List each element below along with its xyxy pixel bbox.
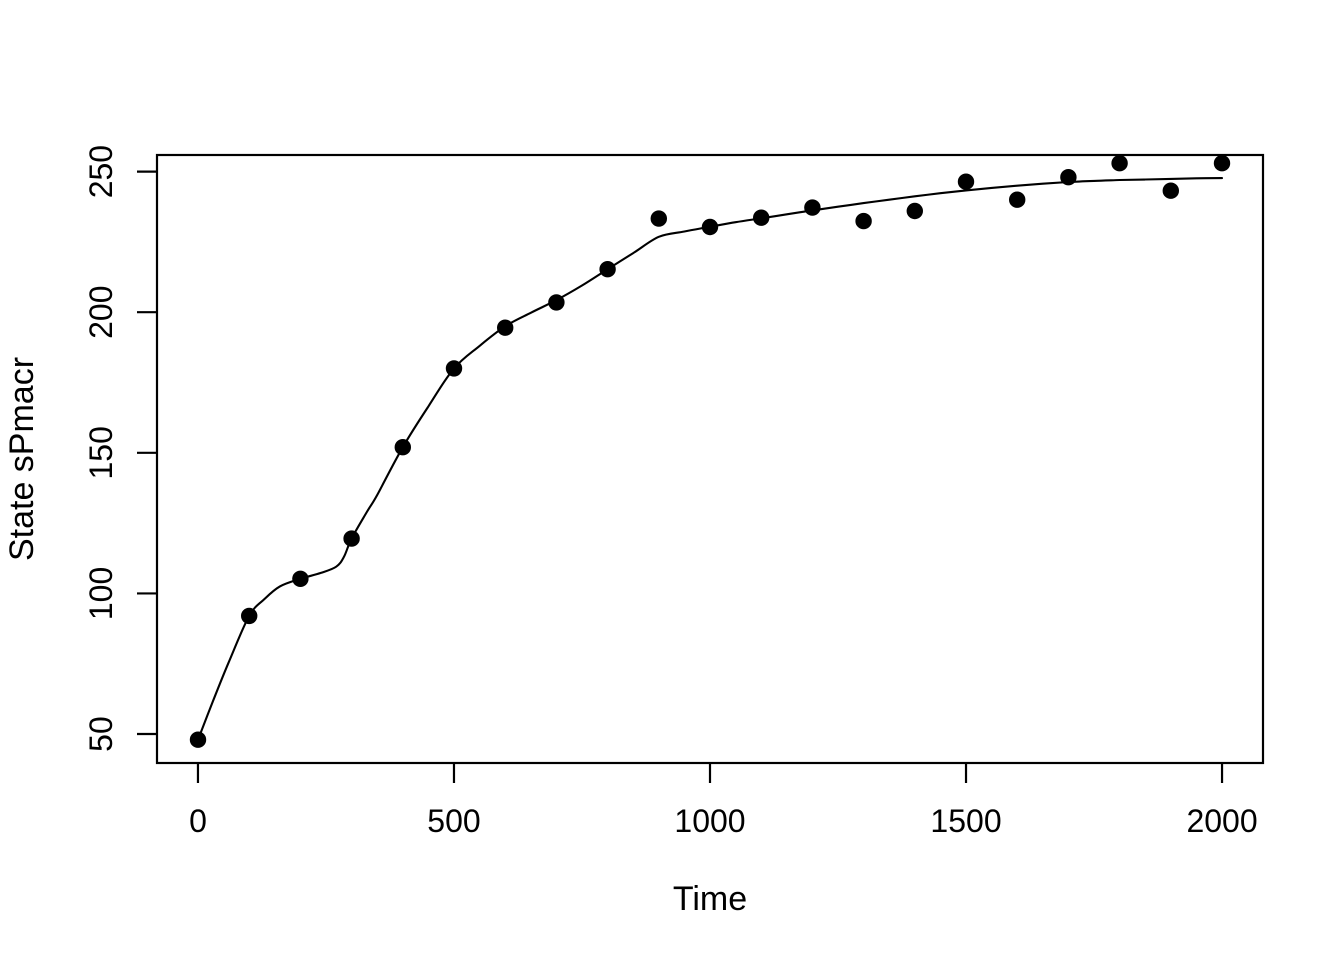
x-tick-label: 2000: [1186, 803, 1257, 839]
data-point: [343, 530, 360, 547]
data-point: [1162, 182, 1180, 199]
y-tick-label: 150: [83, 426, 119, 479]
data-point: [855, 212, 872, 230]
y-tick-label: 250: [83, 145, 119, 198]
data-point: [292, 570, 309, 587]
data-point: [394, 439, 411, 456]
data-point: [753, 209, 770, 226]
x-axis-title: Time: [673, 880, 747, 918]
data-point: [189, 731, 207, 748]
x-tick-label: 1500: [930, 803, 1001, 839]
data-point: [1111, 155, 1128, 172]
data-point: [445, 360, 463, 377]
y-axis-title: State sPmacr: [3, 357, 41, 561]
data-point: [804, 199, 821, 216]
data-point: [1213, 155, 1231, 172]
data-point: [497, 319, 514, 336]
data-point: [650, 210, 667, 227]
data-point: [906, 202, 923, 220]
data-point: [548, 294, 565, 311]
y-tick-label: 50: [83, 716, 119, 752]
x-tick-label: 1000: [674, 803, 745, 839]
data-point: [957, 173, 975, 190]
data-point: [599, 261, 616, 278]
data-point: [1060, 169, 1077, 186]
y-tick-label: 100: [83, 567, 119, 620]
data-point: [701, 218, 719, 236]
x-tick-label: 0: [189, 803, 207, 839]
data-point: [241, 607, 258, 625]
fitted-curve: [196, 177, 1224, 741]
y-tick-label: 200: [83, 286, 119, 339]
plot-border: [155, 153, 1265, 765]
x-tick-label: 500: [427, 803, 480, 839]
plot-area: 0 500 1000 1500 2000 50 100 150 200 250: [83, 145, 1265, 839]
data-point: [1009, 191, 1026, 208]
